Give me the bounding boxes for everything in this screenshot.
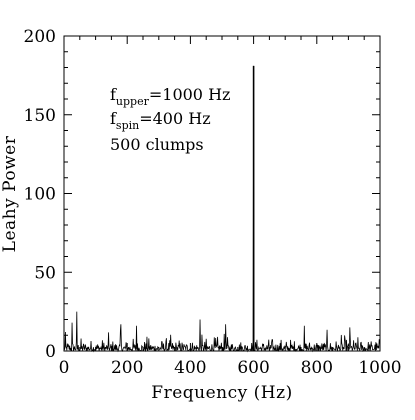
x-tick-label: 0 <box>59 358 70 378</box>
y-tick-label: 150 <box>24 106 56 126</box>
x-tick-label: 200 <box>111 358 143 378</box>
y-tick-label: 100 <box>24 185 56 205</box>
plot-frame <box>63 35 381 352</box>
y-axis-label: Leahy Power <box>0 135 20 252</box>
annotation-f-spin: fspin=400 Hz <box>110 109 211 132</box>
y-tick-label: 200 <box>24 27 56 47</box>
y-tick-label: 50 <box>34 263 56 283</box>
x-tick-label: 400 <box>174 358 206 378</box>
tick-label-layer: 0 200 400 600 800 1000 0 50 100 150 200 <box>24 27 402 378</box>
y-tick-label: 0 <box>45 342 56 362</box>
x-tick-label: 600 <box>237 358 269 378</box>
x-tick-label: 800 <box>301 358 333 378</box>
annotation-f-upper: fupper=1000 Hz <box>110 85 230 108</box>
annotation-clumps: 500 clumps <box>110 135 204 154</box>
x-tick-label: 1000 <box>358 358 401 378</box>
tick-layer <box>63 35 381 352</box>
x-axis-label: Frequency (Hz) <box>151 383 292 403</box>
